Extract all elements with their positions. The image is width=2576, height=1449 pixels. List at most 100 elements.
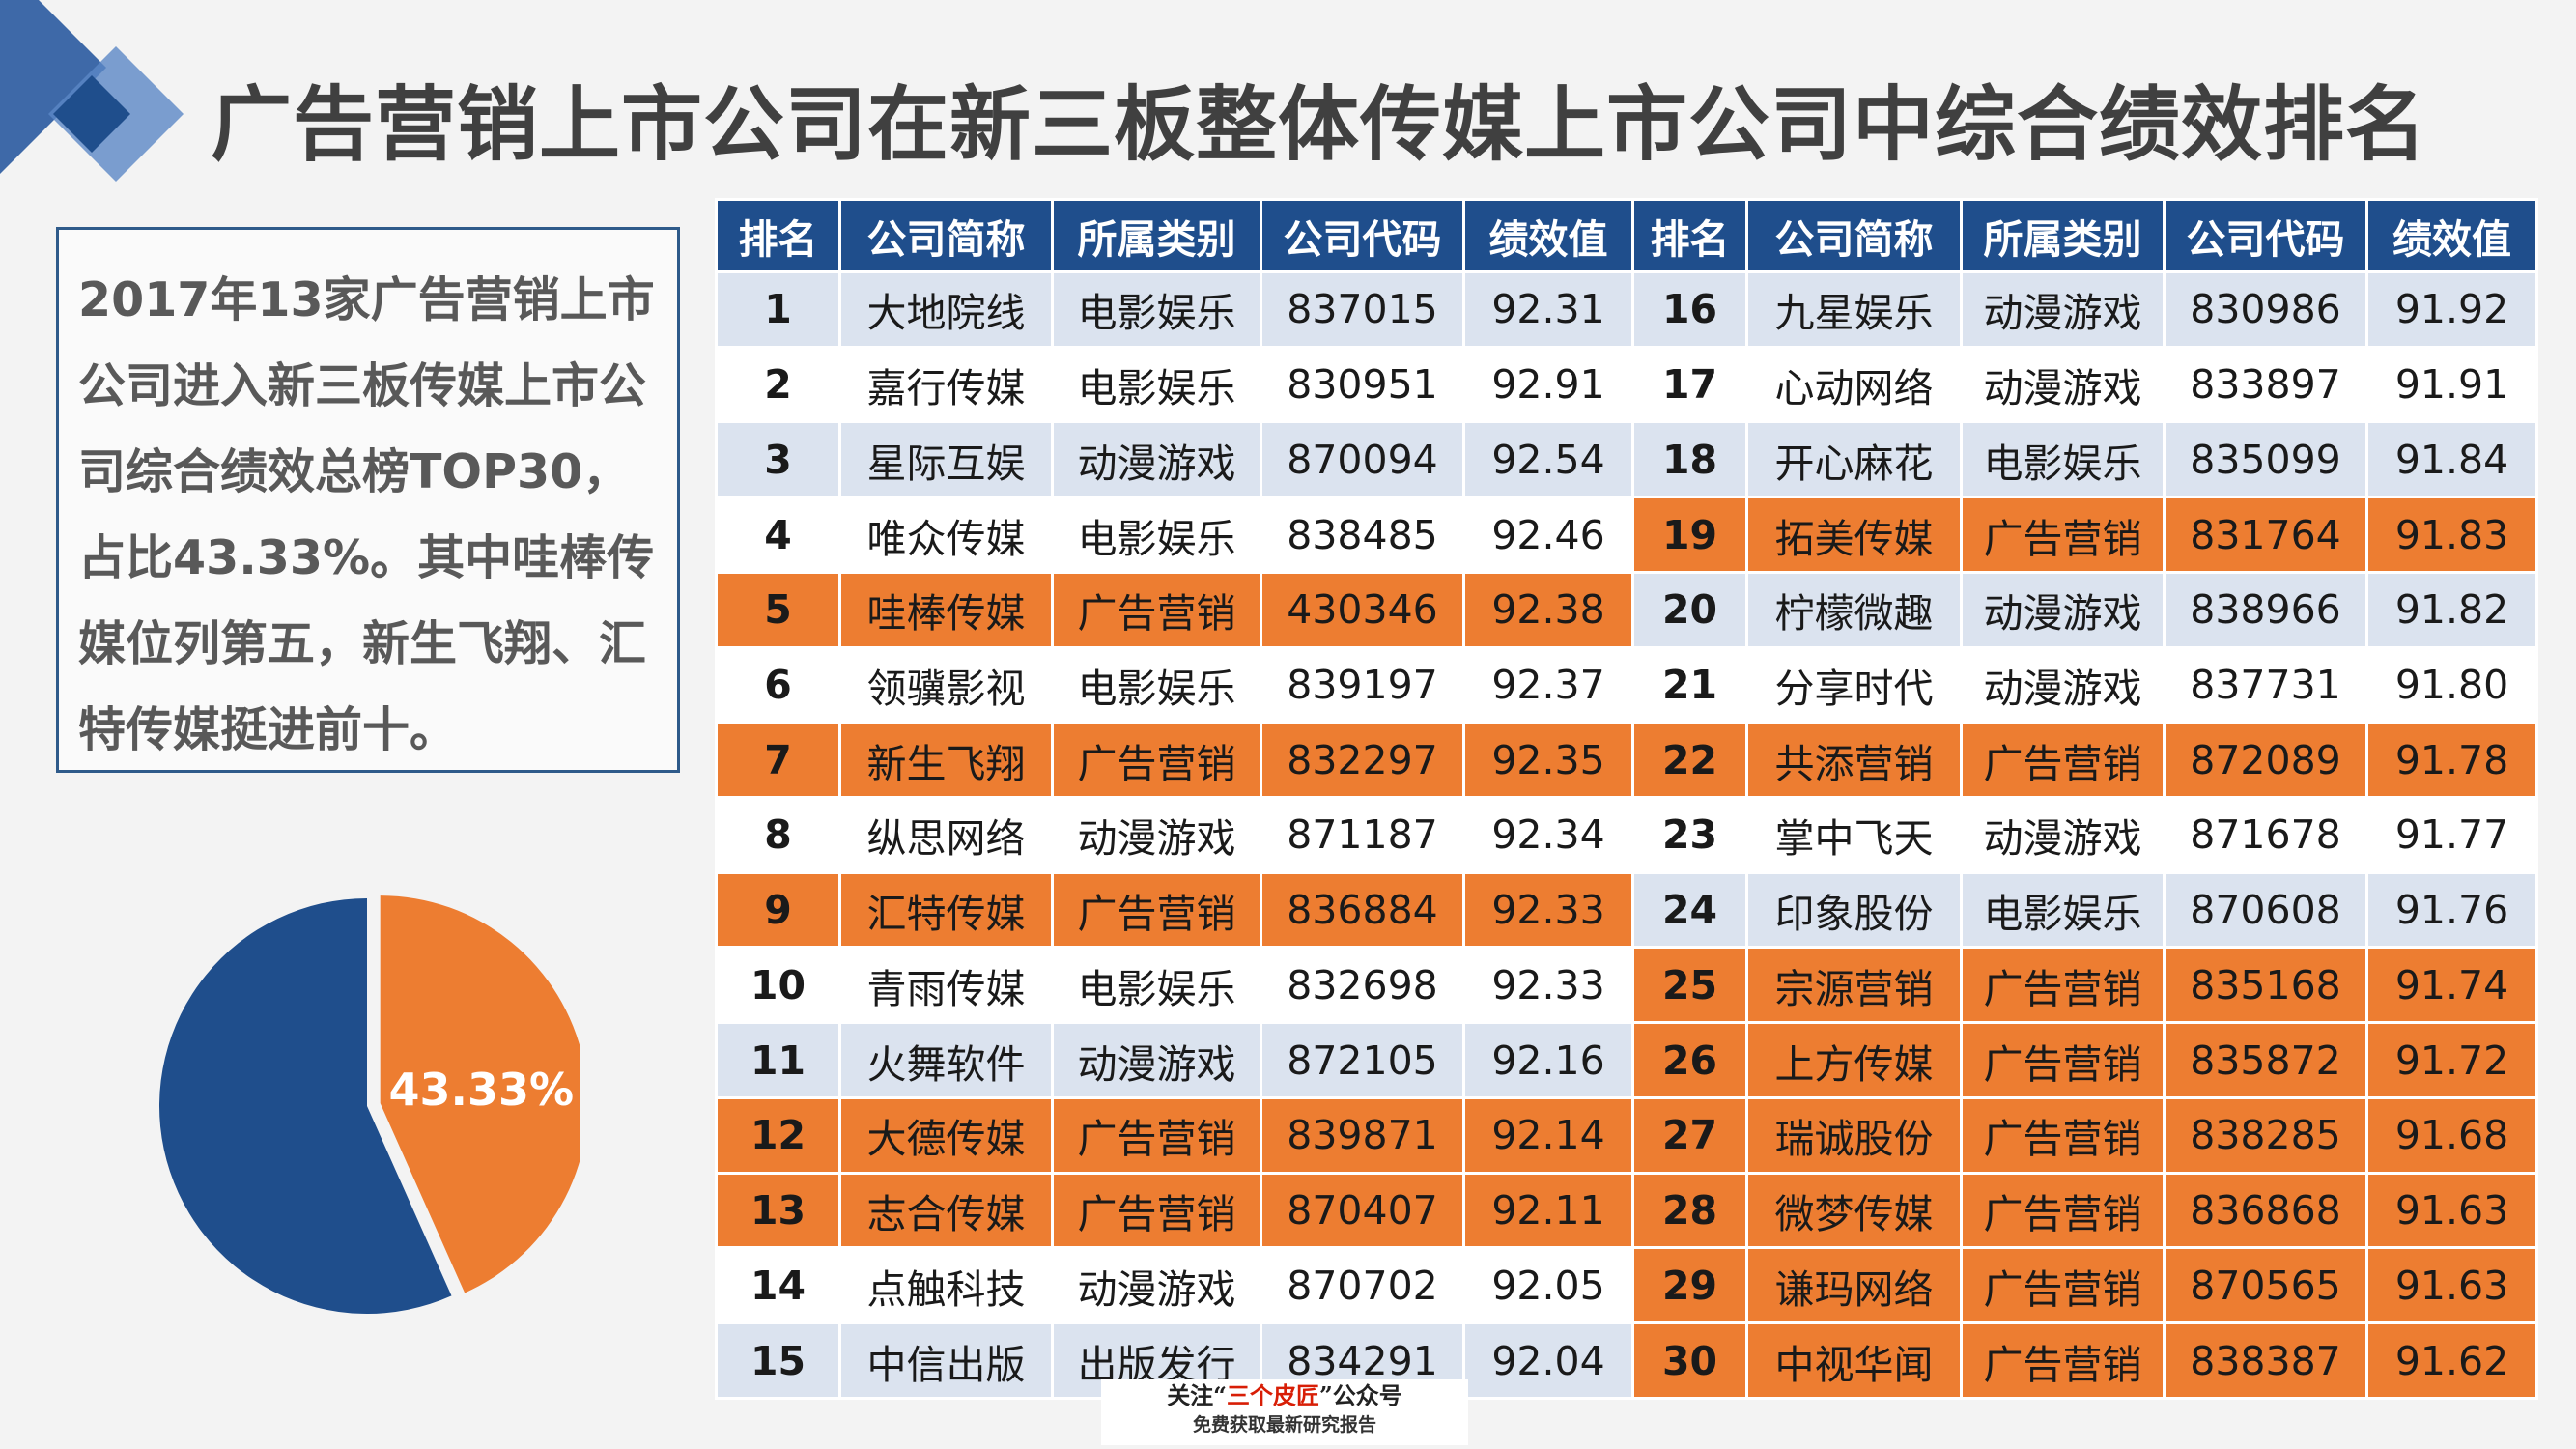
- table-row: 15 中信出版 出版发行 834291 92.04 30 中视华闻 广告营销 838387 91.…: [715, 1321, 2538, 1400]
- decorative-diamonds: [0, 0, 184, 182]
- score-cell: 91.83: [2365, 496, 2538, 574]
- score-cell: 91.72: [2365, 1021, 2538, 1099]
- company-code-cell: 836884: [1260, 870, 1465, 950]
- category-cell: 动漫游戏: [1051, 796, 1262, 874]
- company-code-cell: 871187: [1260, 796, 1465, 874]
- company-code-cell: 870608: [2163, 870, 2368, 950]
- table-row: 3 星际互娱 动漫游戏 870094 92.54 18 开心麻花 电影娱乐 835099 91.8…: [715, 420, 2538, 499]
- score-cell: 91.78: [2365, 721, 2538, 800]
- rank-cell: 29: [1631, 1246, 1748, 1325]
- category-cell: 动漫游戏: [1960, 796, 2166, 874]
- rank-cell: 6: [715, 645, 841, 724]
- company-code-cell: 832698: [1260, 946, 1465, 1025]
- score-cell: 92.38: [1462, 570, 1634, 649]
- score-cell: 91.77: [2365, 796, 2538, 874]
- rank-cell: 23: [1631, 796, 1748, 874]
- pie-slice: [380, 895, 580, 1293]
- watermark: 关注“三个皮匠”公众号 免费获取最新研究报告: [1101, 1379, 1468, 1445]
- company-code-cell: 830951: [1260, 345, 1465, 424]
- score-cell: 91.63: [2365, 1171, 2538, 1250]
- company-name-cell: 唯众传媒: [838, 496, 1054, 574]
- company-name-cell: 星际互娱: [838, 420, 1054, 499]
- company-code-cell: 870094: [1260, 420, 1465, 499]
- category-cell: 电影娱乐: [1051, 270, 1262, 349]
- company-name-cell: 嘉行传媒: [838, 345, 1054, 424]
- category-cell: 广告营销: [1960, 1246, 2166, 1325]
- column-header: 所属类别: [1960, 198, 2166, 273]
- page-title: 广告营销上市公司在新三板整体传媒上市公司中综合绩效排名: [211, 77, 2428, 172]
- company-name-cell: 中视华闻: [1745, 1321, 1963, 1400]
- company-name-cell: 微梦传媒: [1745, 1171, 1963, 1250]
- score-cell: 92.04: [1462, 1321, 1634, 1400]
- company-code-cell: 838485: [1260, 496, 1465, 574]
- company-code-cell: 832297: [1260, 721, 1465, 800]
- table-row: 1 大地院线 电影娱乐 837015 92.31 16 九星娱乐 动漫游戏 830986 91.9…: [715, 270, 2538, 349]
- company-name-cell: 拓美传媒: [1745, 496, 1963, 574]
- score-cell: 92.16: [1462, 1021, 1634, 1099]
- category-cell: 电影娱乐: [1051, 496, 1262, 574]
- rank-cell: 28: [1631, 1171, 1748, 1250]
- summary-box: 2017年13家广告营销上市公司进入新三板传媒上市公司综合绩效总榜TOP30，占…: [56, 227, 680, 773]
- table-row: 7 新生飞翔 广告营销 832297 92.35 22 共添营销 广告营销 872089 91.7…: [715, 721, 2538, 800]
- table-header-row: 排名 公司简称 所属类别 公司代码 绩效值 排名 公司简称 所属类别 公司代码 绩效值: [715, 198, 2538, 273]
- score-cell: 92.54: [1462, 420, 1634, 499]
- watermark-line-2: 免费获取最新研究报告: [1192, 1414, 1376, 1435]
- company-code-cell: 870407: [1260, 1171, 1465, 1250]
- table-row: 11 火舞软件 动漫游戏 872105 92.16 26 上方传媒 广告营销 835872 91.…: [715, 1021, 2538, 1099]
- company-name-cell: 瑞诚股份: [1745, 1095, 1963, 1175]
- category-cell: 广告营销: [1960, 946, 2166, 1025]
- company-code-cell: 838387: [2163, 1321, 2368, 1400]
- rank-cell: 19: [1631, 496, 1748, 574]
- rank-cell: 26: [1631, 1021, 1748, 1099]
- score-cell: 92.31: [1462, 270, 1634, 349]
- score-cell: 92.14: [1462, 1095, 1634, 1175]
- company-name-cell: 宗源营销: [1745, 946, 1963, 1025]
- score-cell: 92.91: [1462, 345, 1634, 424]
- table-row: 9 汇特传媒 广告营销 836884 92.33 24 印象股份 电影娱乐 870608 91.7…: [715, 870, 2538, 950]
- rank-cell: 15: [715, 1321, 841, 1400]
- watermark-name: 三个皮匠: [1227, 1381, 1319, 1409]
- company-code-cell: 835099: [2163, 420, 2368, 499]
- score-cell: 91.91: [2365, 345, 2538, 424]
- company-name-cell: 共添营销: [1745, 721, 1963, 800]
- company-code-cell: 833897: [2163, 345, 2368, 424]
- ranking-table: 排名 公司简称 所属类别 公司代码 绩效值 排名 公司简称 所属类别 公司代码 绩效值 1 大地院线…: [715, 198, 2538, 1400]
- company-name-cell: 中信出版: [838, 1321, 1054, 1400]
- watermark-line-1: 关注“三个皮匠”公众号: [1101, 1379, 1468, 1412]
- category-cell: 电影娱乐: [1051, 645, 1262, 724]
- score-cell: 92.46: [1462, 496, 1634, 574]
- table-row: 2 嘉行传媒 电影娱乐 830951 92.91 17 心动网络 动漫游戏 833897 91.9…: [715, 345, 2538, 424]
- score-cell: 92.05: [1462, 1246, 1634, 1325]
- company-name-cell: 领骥影视: [838, 645, 1054, 724]
- score-cell: 91.80: [2365, 645, 2538, 724]
- rank-cell: 8: [715, 796, 841, 874]
- company-code-cell: 837731: [2163, 645, 2368, 724]
- rank-cell: 12: [715, 1095, 841, 1175]
- column-header: 公司简称: [1745, 198, 1963, 273]
- company-name-cell: 掌中飞天: [1745, 796, 1963, 874]
- column-header: 绩效值: [1462, 198, 1634, 273]
- company-code-cell: 870565: [2163, 1246, 2368, 1325]
- rank-cell: 21: [1631, 645, 1748, 724]
- table-row: 14 点触科技 动漫游戏 870702 92.05 29 谦玛网络 广告营销 870565 91.…: [715, 1246, 2538, 1325]
- rank-cell: 24: [1631, 870, 1748, 950]
- rank-cell: 27: [1631, 1095, 1748, 1175]
- company-code-cell: 835168: [2163, 946, 2368, 1025]
- category-cell: 广告营销: [1051, 570, 1262, 649]
- company-code-cell: 838966: [2163, 570, 2368, 649]
- rank-cell: 9: [715, 870, 841, 950]
- rank-cell: 7: [715, 721, 841, 800]
- score-cell: 91.68: [2365, 1095, 2538, 1175]
- category-cell: 广告营销: [1051, 1095, 1262, 1175]
- company-name-cell: 心动网络: [1745, 345, 1963, 424]
- company-name-cell: 点触科技: [838, 1246, 1054, 1325]
- rank-cell: 30: [1631, 1321, 1748, 1400]
- category-cell: 动漫游戏: [1960, 645, 2166, 724]
- score-cell: 91.76: [2365, 870, 2538, 950]
- score-cell: 91.62: [2365, 1321, 2538, 1400]
- company-code-cell: 837015: [1260, 270, 1465, 349]
- category-cell: 电影娱乐: [1960, 420, 2166, 499]
- company-name-cell: 大地院线: [838, 270, 1054, 349]
- score-cell: 91.92: [2365, 270, 2538, 349]
- company-code-cell: 871678: [2163, 796, 2368, 874]
